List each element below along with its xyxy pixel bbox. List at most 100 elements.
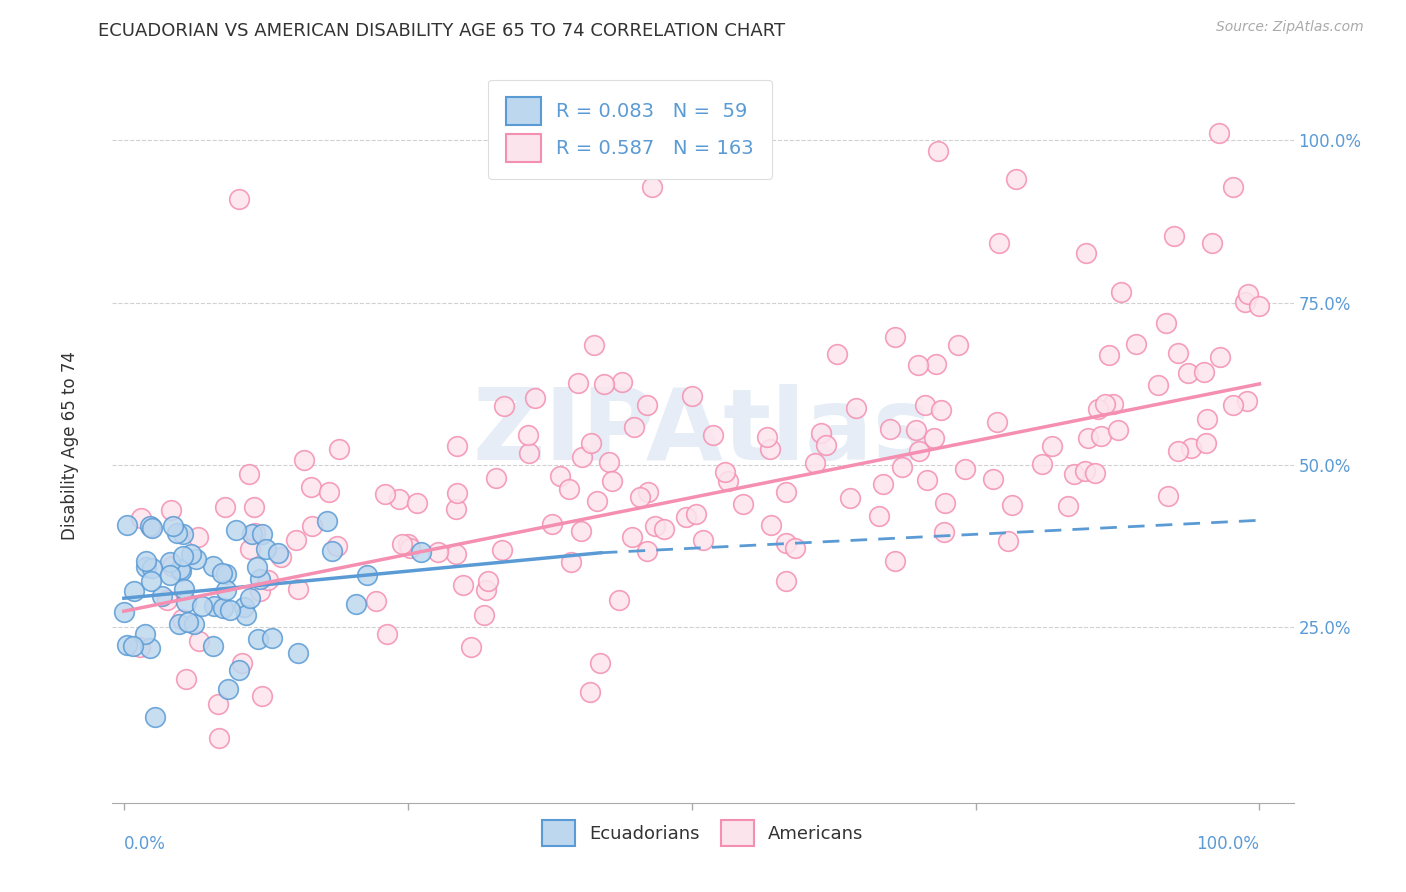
Point [186,551,208,566]
Point [775,485,797,500]
Point [915,474,938,488]
Point [1005,171,1028,186]
Point [391,537,413,551]
Point [621,530,644,544]
Point [112,606,135,620]
Point [134,627,156,641]
Point [364,593,387,607]
Point [472,608,495,623]
Point [477,574,499,589]
Point [398,541,420,556]
Point [485,470,508,484]
Text: Disability Age 65 to 74: Disability Age 65 to 74 [62,351,79,541]
Point [217,681,239,696]
Point [1195,436,1218,450]
Point [188,633,211,648]
Point [548,469,571,483]
Point [946,338,969,352]
Point [239,542,262,557]
Point [201,640,224,654]
Point [637,484,659,499]
Point [1031,457,1053,471]
Point [211,566,233,580]
Point [987,236,1010,251]
Point [541,516,564,531]
Point [1097,348,1119,362]
Point [731,497,754,511]
Point [641,180,664,194]
Point [405,496,427,510]
Point [139,519,162,533]
Point [235,607,257,622]
Point [150,589,173,603]
Point [128,640,150,655]
Point [446,486,468,500]
Point [612,375,634,389]
Point [925,358,948,372]
Point [1087,402,1109,417]
Point [517,446,540,460]
Point [231,657,253,671]
Point [356,568,378,582]
Point [301,519,323,533]
Point [170,611,193,625]
Point [225,523,247,537]
Point [321,543,343,558]
Point [825,347,848,361]
Point [396,537,419,551]
Point [451,578,474,592]
Point [159,555,181,569]
Point [444,547,467,561]
Point [135,553,157,567]
Point [240,527,263,541]
Point [262,631,284,645]
Point [692,533,714,547]
Point [1208,126,1230,140]
Point [628,490,651,504]
Point [600,474,623,488]
Point [868,508,890,523]
Point [1063,467,1085,481]
Point [250,527,273,541]
Text: 0.0%: 0.0% [124,835,166,854]
Point [1146,377,1168,392]
Point [190,599,212,613]
Point [328,442,350,456]
Point [623,420,645,434]
Point [115,517,138,532]
Point [169,564,191,578]
Point [160,559,183,574]
Point [246,560,269,574]
Point [219,603,242,617]
Point [375,627,398,641]
Point [1180,441,1202,455]
Point [1107,423,1129,437]
Point [932,525,955,540]
Legend: Ecuadorians, Americans: Ecuadorians, Americans [527,806,879,861]
Point [907,358,929,372]
Point [1111,285,1133,299]
Point [285,533,308,547]
Point [167,617,190,632]
Point [1201,235,1223,250]
Point [592,377,614,392]
Point [492,399,515,413]
Point [872,476,894,491]
Point [166,526,188,541]
Point [681,389,703,403]
Point [1074,245,1097,260]
Point [187,530,209,544]
Point [775,574,797,588]
Point [344,597,367,611]
Point [589,656,612,670]
Point [177,615,200,629]
Point [810,425,832,440]
Point [654,522,676,536]
Point [446,501,468,516]
Point [953,462,976,476]
Point [172,527,194,541]
Point [1154,316,1177,330]
Point [839,491,862,505]
Point [1208,350,1230,364]
Point [292,453,315,467]
